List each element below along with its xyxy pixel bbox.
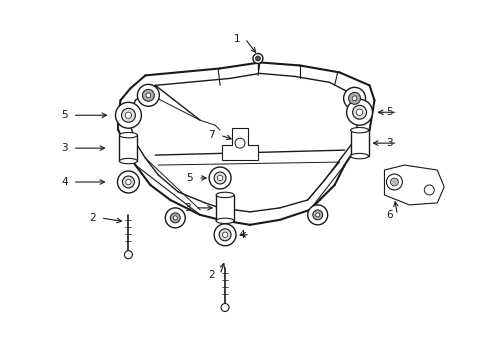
Ellipse shape xyxy=(216,192,234,198)
Circle shape xyxy=(343,87,365,109)
Text: 2: 2 xyxy=(89,213,96,223)
Circle shape xyxy=(137,84,159,106)
Polygon shape xyxy=(222,128,258,160)
Circle shape xyxy=(165,208,185,228)
Text: 4: 4 xyxy=(61,177,68,187)
Circle shape xyxy=(235,138,244,148)
Circle shape xyxy=(173,216,177,220)
Circle shape xyxy=(125,112,131,118)
Text: 5: 5 xyxy=(186,173,193,183)
Circle shape xyxy=(351,96,356,101)
Circle shape xyxy=(214,224,236,246)
Ellipse shape xyxy=(119,132,137,138)
Circle shape xyxy=(307,205,327,225)
Text: 1: 1 xyxy=(233,33,240,44)
Ellipse shape xyxy=(119,158,137,164)
Circle shape xyxy=(424,185,433,195)
Polygon shape xyxy=(384,165,443,205)
Text: 4: 4 xyxy=(238,230,244,240)
Text: 7: 7 xyxy=(208,130,215,140)
Ellipse shape xyxy=(350,127,368,133)
Circle shape xyxy=(312,210,322,220)
Circle shape xyxy=(252,54,263,63)
Text: 6: 6 xyxy=(385,210,392,220)
Circle shape xyxy=(352,105,366,119)
Circle shape xyxy=(315,213,319,217)
Circle shape xyxy=(386,174,402,190)
Bar xyxy=(216,195,234,221)
Circle shape xyxy=(115,102,141,128)
Circle shape xyxy=(346,99,372,125)
Circle shape xyxy=(209,167,230,189)
Bar xyxy=(350,130,368,156)
Circle shape xyxy=(214,172,225,184)
Ellipse shape xyxy=(216,218,234,224)
Circle shape xyxy=(255,56,260,61)
Circle shape xyxy=(142,89,154,101)
Text: 3: 3 xyxy=(61,143,68,153)
Circle shape xyxy=(146,93,150,98)
Text: 3: 3 xyxy=(385,138,392,148)
Text: 5: 5 xyxy=(385,107,392,117)
Text: 3: 3 xyxy=(183,203,190,213)
Circle shape xyxy=(389,178,398,186)
Circle shape xyxy=(125,179,131,185)
Circle shape xyxy=(124,251,132,259)
Text: 5: 5 xyxy=(61,110,68,120)
Circle shape xyxy=(356,109,362,116)
Circle shape xyxy=(219,229,230,241)
Text: 2: 2 xyxy=(208,270,215,280)
Bar xyxy=(119,135,137,161)
Circle shape xyxy=(217,175,223,181)
Circle shape xyxy=(221,303,228,311)
Circle shape xyxy=(122,176,134,188)
Circle shape xyxy=(121,108,135,122)
Ellipse shape xyxy=(350,153,368,159)
Circle shape xyxy=(117,171,139,193)
Circle shape xyxy=(170,213,180,223)
Circle shape xyxy=(222,232,227,238)
Circle shape xyxy=(348,92,360,104)
